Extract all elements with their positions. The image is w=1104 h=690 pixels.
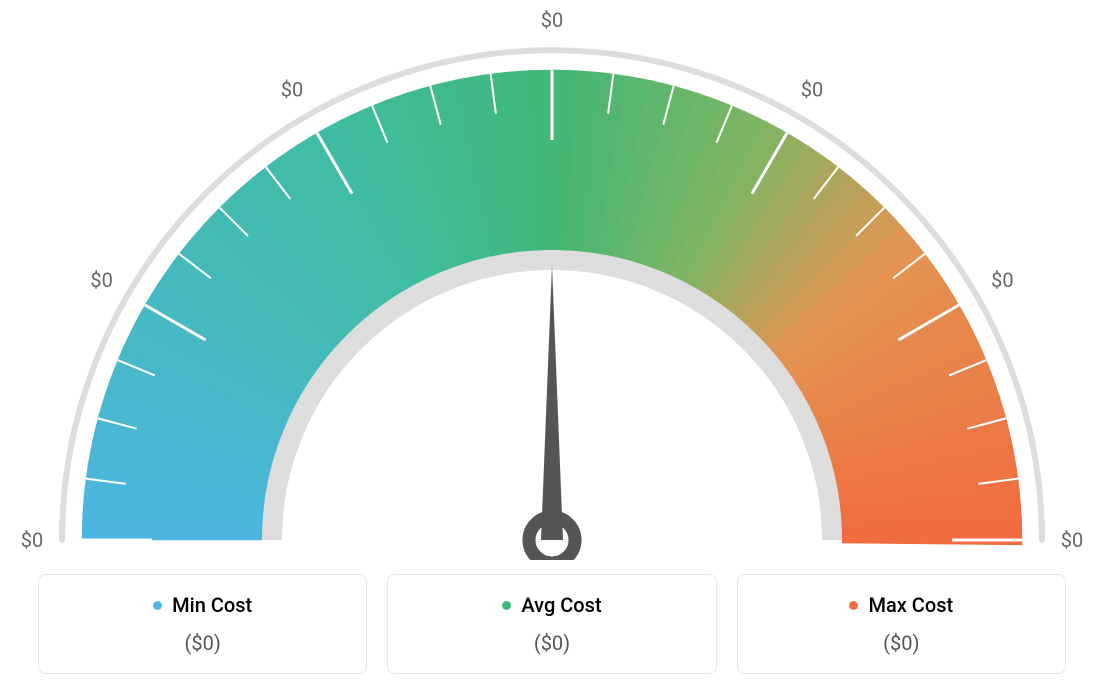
legend-label-max: Max Cost <box>849 593 953 617</box>
legend-dot-min <box>153 601 162 610</box>
legend-card-max: Max Cost ($0) <box>737 574 1066 674</box>
legend-text-max: Max Cost <box>868 593 953 617</box>
legend-dot-max <box>849 601 858 610</box>
cost-gauge-widget: $0 $0 $0 $0 $0 $0 $0 Min Cost ($0) Avg Cost ($… <box>0 0 1104 690</box>
legend-card-min: Min Cost ($0) <box>38 574 367 674</box>
gauge-chart: $0 $0 $0 $0 $0 $0 $0 <box>0 0 1104 560</box>
legend-label-avg: Avg Cost <box>502 593 601 617</box>
svg-text:$0: $0 <box>21 528 43 552</box>
legend-text-min: Min Cost <box>172 593 252 617</box>
legend-dot-avg <box>502 601 511 610</box>
svg-text:$0: $0 <box>541 8 563 32</box>
legend-value-min: ($0) <box>49 631 356 655</box>
gauge-svg: $0 $0 $0 $0 $0 $0 $0 <box>0 0 1104 560</box>
svg-text:$0: $0 <box>991 268 1013 292</box>
svg-text:$0: $0 <box>801 78 823 102</box>
svg-text:$0: $0 <box>1061 528 1083 552</box>
legend-value-avg: ($0) <box>398 631 705 655</box>
svg-text:$0: $0 <box>281 78 303 102</box>
legend-label-min: Min Cost <box>153 593 252 617</box>
legend-value-max: ($0) <box>748 631 1055 655</box>
legend-text-avg: Avg Cost <box>521 593 601 617</box>
legend-card-avg: Avg Cost ($0) <box>387 574 716 674</box>
svg-text:$0: $0 <box>90 268 112 292</box>
legend-row: Min Cost ($0) Avg Cost ($0) Max Cost ($0… <box>38 574 1066 674</box>
